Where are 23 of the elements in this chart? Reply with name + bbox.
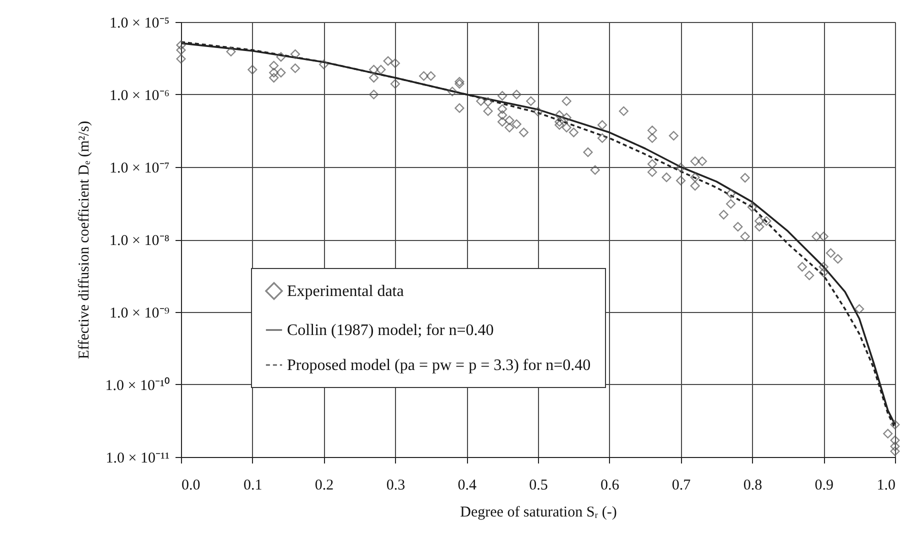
x-tick-label: 0.3 <box>386 478 406 494</box>
x-tick-label: 0.1 <box>244 478 262 494</box>
legend-label: Collin (1987) model; for n=0.40 <box>287 322 494 339</box>
x-tick-label: 0.6 <box>600 478 620 494</box>
y-axis-title: Effective diffusion coefficient Dₑ (m²/s) <box>76 120 92 360</box>
y-tick-label: 1.0 × 10⁻⁹ <box>110 306 170 322</box>
x-tick-label: 0.2 <box>314 478 334 494</box>
x-axis-title: Degree of saturation Sᵣ (-) <box>460 504 617 520</box>
legend-label: Experimental data <box>287 283 404 300</box>
x-tick-label: 1.0 <box>876 478 896 494</box>
x-tick-label: 0.7 <box>672 478 692 494</box>
y-tick-label: 1.0 × 10⁻⁶ <box>110 88 170 104</box>
x-tick-label: 0.0 <box>182 478 200 494</box>
y-tick-label: 1.0 × 10⁻¹¹ <box>106 450 170 466</box>
x-tick-label: 0.9 <box>814 478 834 494</box>
y-tick-label: 1.0 × 10⁻⁷ <box>110 160 170 176</box>
x-tick-label: 0.5 <box>529 478 548 494</box>
x-tick-label: 0.8 <box>743 478 762 494</box>
y-tick-label: 1.0 × 10⁻¹⁰ <box>105 377 170 394</box>
y-tick-label: 1.0 × 10⁻⁵ <box>110 16 170 32</box>
x-tick-label: 0.4 <box>458 478 477 494</box>
y-tick-label: 1.0 × 10⁻⁸ <box>110 233 170 249</box>
legend-label: Proposed model (pa = pw = p = 3.3) for n=0.40 <box>287 357 591 374</box>
